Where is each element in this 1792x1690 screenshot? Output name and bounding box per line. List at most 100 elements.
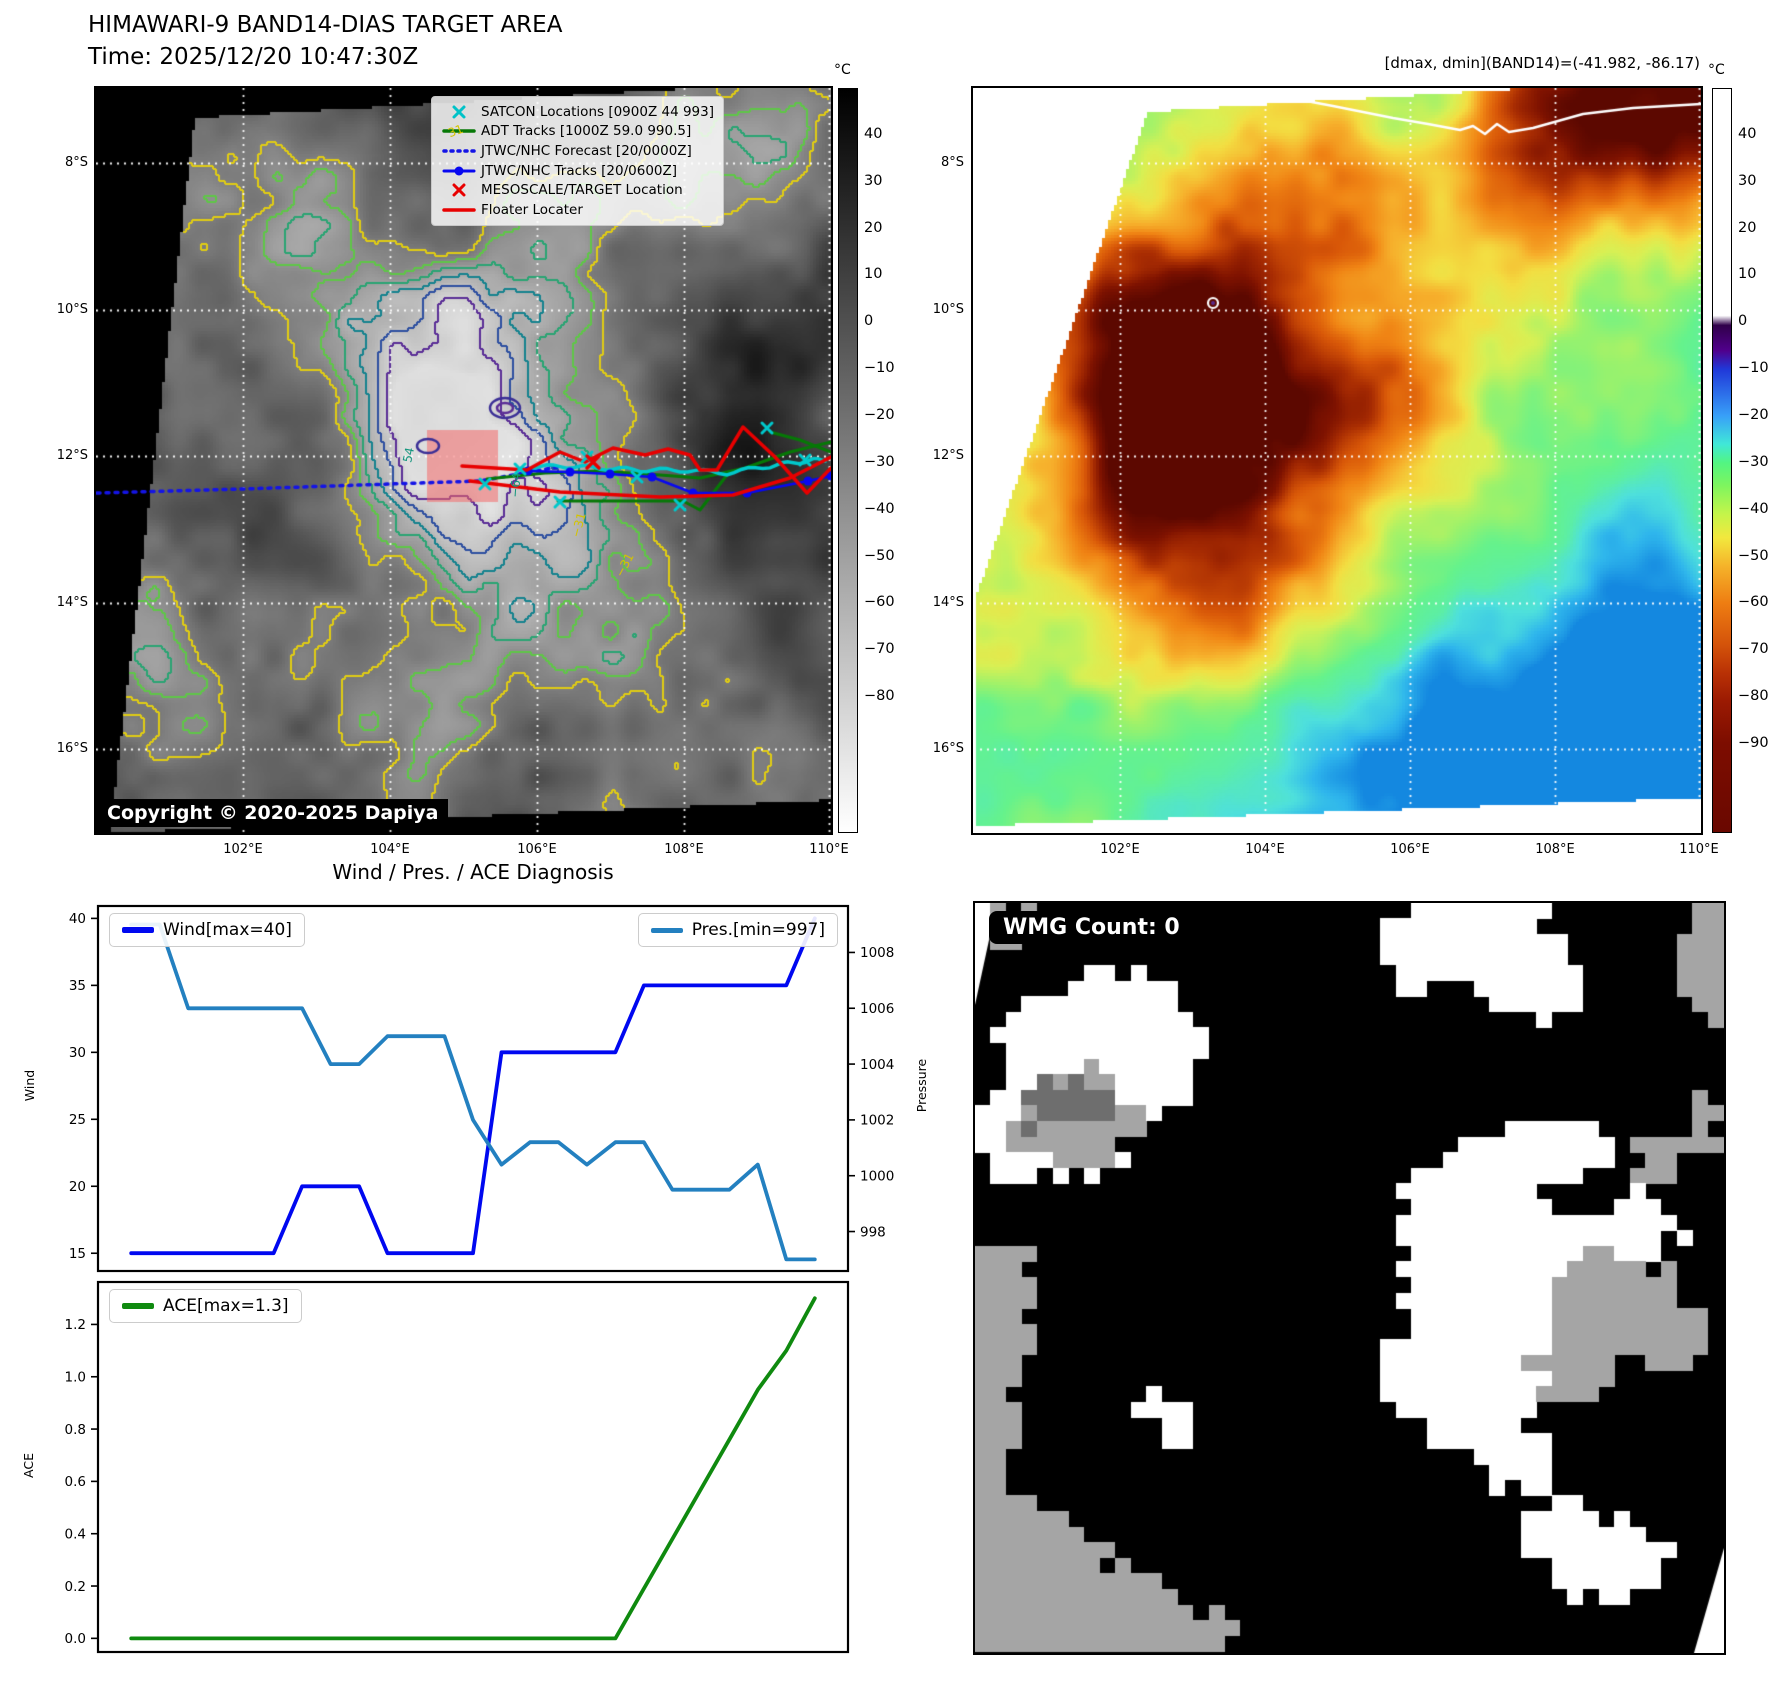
series-wind	[129, 916, 817, 1256]
y-tick-label: 30	[69, 1045, 86, 1061]
legend-line-swatch	[122, 927, 154, 933]
lon-tick-label-left: 108°E	[664, 842, 704, 857]
y-tick-label: 0.0	[65, 1631, 86, 1647]
colorbar-tick-label: −40	[1738, 500, 1769, 517]
colorbar-tick-label: 10	[1738, 266, 1757, 283]
pressure-axis-label: Pressure	[914, 1058, 930, 1113]
legend-label: Pres.[min=997]	[691, 920, 825, 940]
colorbar-tick-label: −30	[864, 453, 895, 470]
y-tick-label: 0.8	[65, 1422, 86, 1438]
y-tick-label: 40	[69, 911, 86, 927]
y-tick-label: 1.2	[65, 1317, 86, 1333]
y-tick-label: 20	[69, 1179, 86, 1195]
colorbar-tick-label: −50	[1738, 547, 1769, 564]
legend-item: MESOSCALE/TARGET Location	[437, 180, 714, 200]
colorbar-tick-label: 40	[1738, 125, 1757, 142]
colorbar-tick-label: 40	[864, 125, 883, 142]
wmg-mask-panel	[975, 903, 1724, 1653]
lon-tick-label-right: 108°E	[1535, 842, 1575, 857]
awv-map-frame	[971, 86, 1703, 835]
y2-tick-label: 1008	[860, 945, 894, 961]
colorbar-tick-label: −30	[1738, 453, 1769, 470]
lon-tick-label-left: 106°E	[517, 842, 557, 857]
band14-map-frame	[94, 86, 833, 835]
colorbar-tick-label: 20	[864, 219, 883, 236]
colorbar-tick-label: 0	[1738, 313, 1748, 330]
colorbar-tick-label: −10	[864, 360, 895, 377]
y2-tick-label: 998	[860, 1224, 886, 1240]
wind-legend: Wind[max=40]	[109, 913, 305, 947]
colorbar-tick-label: −80	[864, 688, 895, 705]
lat-tick-label-left: 12°S	[56, 448, 88, 463]
page-title: HIMAWARI-9 BAND14-DIAS TARGET AREA	[88, 12, 563, 38]
lat-tick-label-left: 8°S	[64, 155, 88, 170]
lon-tick-label-right: 102°E	[1100, 842, 1140, 857]
timestamp: Time: 2025/12/20 10:47:30Z	[88, 44, 419, 70]
lat-tick-label-left: 16°S	[56, 741, 88, 756]
lon-tick-label-left: 104°E	[370, 842, 410, 857]
legend-item: SATCON Locations [0900Z 44 993]	[437, 102, 714, 122]
lat-tick-label-left: 10°S	[56, 302, 88, 317]
legend-line-swatch	[650, 927, 683, 933]
lon-tick-label-left: 110°E	[809, 842, 849, 857]
colorbar-tick-label: −70	[1738, 641, 1769, 658]
colorbar-tick-label: −60	[1738, 594, 1769, 611]
y2-tick-label: 1006	[860, 1001, 894, 1017]
legend-item: ADT Tracks [1000Z 59.0 990.5]	[437, 122, 714, 142]
colorbar-tick-label: −80	[1738, 688, 1769, 705]
y-tick-label: 25	[69, 1112, 86, 1128]
lat-tick-label-right: 14°S	[932, 595, 964, 610]
pressure-legend: Pres.[min=997]	[637, 913, 838, 947]
colorbar-tick-label: −50	[864, 547, 895, 564]
colorbar-tick-label: 0	[864, 313, 874, 330]
wind-pressure-chart: 15 20 25 30 35 40 998 1000 1002 1004 1006 1008	[69, 904, 894, 1273]
y2-tick-label: 1000	[860, 1169, 894, 1185]
colorbar-tick-label: −90	[1738, 734, 1769, 751]
lat-tick-label-right: 8°S	[940, 155, 964, 170]
y-tick-label: 1.0	[65, 1370, 86, 1386]
ace-axis-label: ACE	[20, 1453, 36, 1478]
lat-tick-label-left: 14°S	[56, 595, 88, 610]
awv-colorbar-unit: °C	[1708, 62, 1725, 78]
ace-chart: 0.0 0.2 0.4 0.6 0.8 1.0 1.2	[65, 1280, 850, 1654]
legend-item-label: JTWC/NHC Forecast [20/0000Z]	[481, 142, 692, 159]
legend-item: Floater Locater	[437, 200, 714, 220]
lon-tick-label-right: 106°E	[1390, 842, 1430, 857]
awv-enhanced-ir-map	[973, 88, 1701, 833]
legend-item-label: ADT Tracks [1000Z 59.0 990.5]	[481, 123, 692, 140]
band14-map-legend: SATCON Locations [0900Z 44 993] ADT Track…	[431, 96, 724, 226]
legend-label: ACE[max=1.3]	[163, 1296, 289, 1316]
colorbar-tick-label: 20	[1738, 219, 1757, 236]
y2-tick-label: 1004	[860, 1057, 894, 1073]
y-tick-label: 15	[69, 1246, 86, 1262]
legend-item: JTWC/NHC Tracks [20/0600Z]	[437, 161, 714, 181]
y-tick-label: 0.6	[65, 1474, 86, 1490]
colorbar-tick-label: −20	[864, 406, 895, 423]
contour-value-label: −64	[507, 471, 524, 499]
colorbar-tick-label: 30	[864, 172, 883, 189]
lat-tick-label-right: 10°S	[932, 302, 964, 317]
lat-tick-label-right: 16°S	[932, 741, 964, 756]
colorbar-tick-label: 30	[1738, 172, 1757, 189]
lon-tick-label-right: 110°E	[1679, 842, 1719, 857]
series-ace	[129, 1296, 817, 1641]
y-tick-label: 0.2	[65, 1579, 86, 1595]
legend-item-label: JTWC/NHC Tracks [20/0600Z]	[481, 162, 678, 179]
colorbar-tick-label: −10	[1738, 360, 1769, 377]
wmg-count-badge: WMG Count: 0	[989, 911, 1194, 944]
colorbar-tick-label: −70	[864, 641, 895, 658]
lon-tick-label-left: 102°E	[223, 842, 263, 857]
lon-tick-label-right: 104°E	[1245, 842, 1285, 857]
series-pressure	[129, 922, 817, 1262]
legend-item-label: SATCON Locations [0900Z 44 993]	[481, 103, 714, 120]
colorbar-tick-label: 10	[864, 266, 883, 283]
colorbar-tick-label: −40	[864, 500, 895, 517]
legend-item-label: MESOSCALE/TARGET Location	[481, 182, 683, 199]
legend-label: Wind[max=40]	[163, 920, 292, 940]
legend-item-label: Floater Locater	[481, 201, 583, 218]
y-tick-label: 35	[69, 978, 86, 994]
legend-line-swatch	[122, 1303, 154, 1309]
chart-title: Wind / Pres. / ACE Diagnosis	[332, 860, 614, 884]
awv-colorbar	[1712, 88, 1732, 833]
